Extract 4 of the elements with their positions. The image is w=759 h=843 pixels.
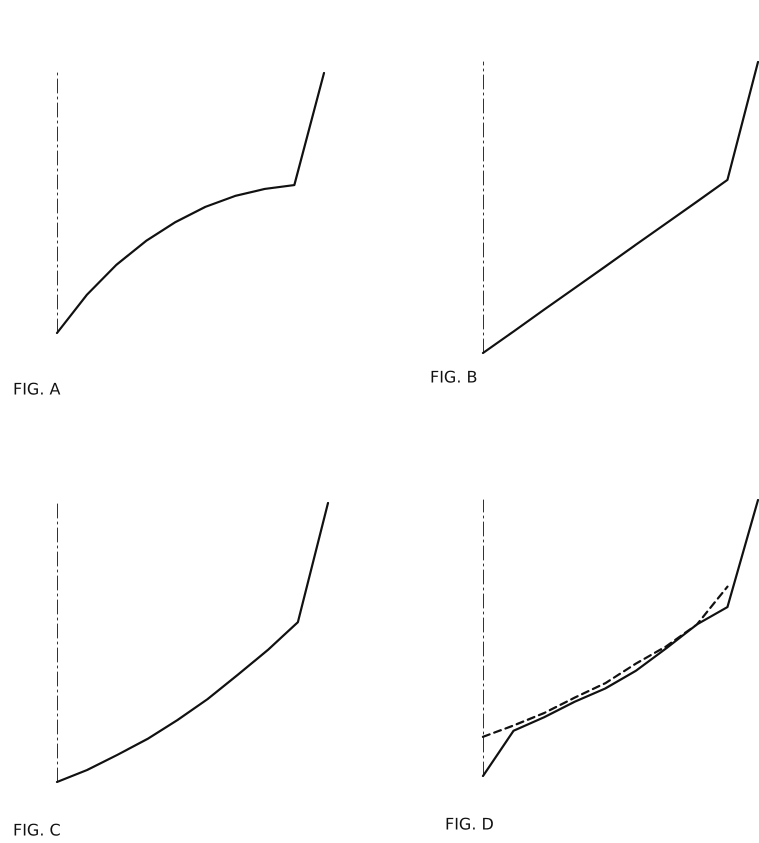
text: FIG. A (13, 380, 60, 398)
text: FIG. C (13, 820, 61, 840)
text: FIG. B (430, 368, 478, 386)
text: FIG. D (445, 814, 494, 834)
